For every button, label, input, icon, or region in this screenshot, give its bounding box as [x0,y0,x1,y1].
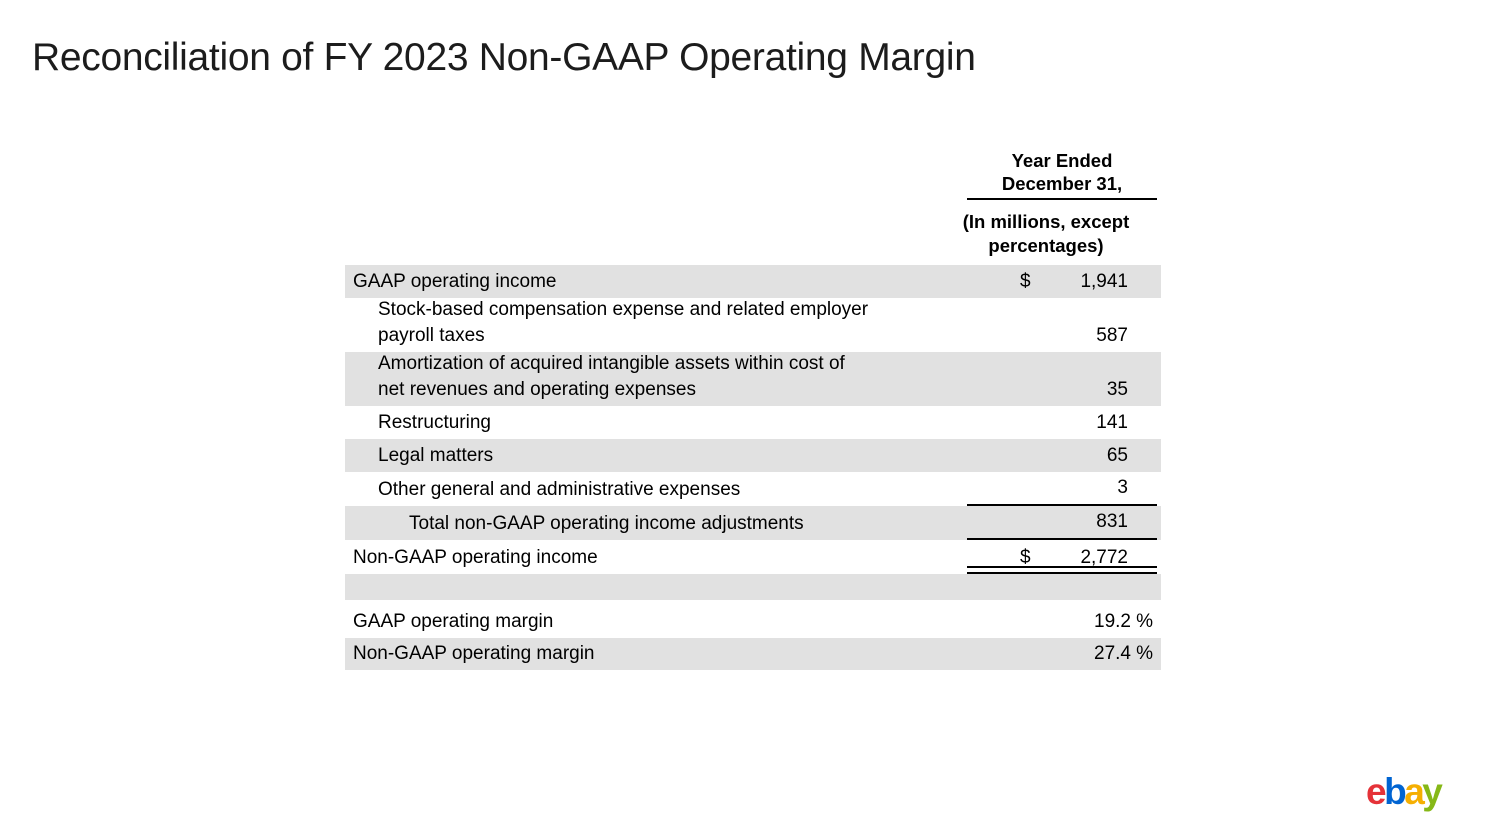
table-row: Other general and administrative expense… [345,472,1161,506]
row-label [345,574,967,600]
row-value: 587 [1096,325,1128,346]
table-row: Amortization of acquired intangible asse… [345,352,1161,406]
row-label: GAAP operating margin [353,611,554,632]
row-right-pad [1157,406,1161,439]
row-label: Non-GAAP operating margin [353,643,595,664]
row-right-pad [1157,540,1161,574]
row-value: 3 [1117,477,1128,498]
row-value: 19.2 [1094,611,1131,632]
row-right-pad [1157,265,1161,298]
period-column-header: Year Ended December 31, [967,149,1157,200]
row-value: 2,772 [1080,547,1128,568]
row-right-pad [1157,352,1161,406]
row-label: Total non-GAAP operating income adjustme… [409,513,804,534]
row-value-zone [967,574,1157,600]
percent-suffix: % [1136,611,1153,632]
row-value-zone: 19.2% [967,606,1157,638]
row-value: 27.4 [1094,643,1131,664]
row-right-pad [1157,574,1161,600]
row-value-zone: $2,772 [967,540,1157,574]
ebay-logo: ebay [1366,771,1443,812]
row-right-pad [1157,472,1161,506]
percent-suffix: % [1136,643,1153,664]
row-value-zone: 65 [967,439,1157,472]
row-value: 65 [1106,445,1128,466]
logo-letter: a [1404,771,1425,812]
row-right-pad [1157,506,1161,540]
table-row: GAAP operating margin 19.2% [345,606,1161,638]
row-right-pad [1157,638,1161,670]
row-value-zone: $1,941 [967,265,1157,298]
table-row: Non-GAAP operating margin 27.4% [345,638,1161,670]
table-spacer-row [345,574,1161,600]
row-value-zone: 831 [967,506,1157,540]
row-right-pad [1157,298,1161,352]
row-label: Restructuring [378,412,491,433]
logo-letter: y [1422,771,1443,812]
row-value: 141 [1096,412,1128,433]
table-row: Restructuring 141 [345,406,1161,439]
period-line-2: December 31, [1001,173,1123,194]
page-title: Reconciliation of FY 2023 Non-GAAP Opera… [32,36,976,79]
table-body: GAAP operating income $1,941 Stock-based c… [345,265,1161,670]
logo-letter: b [1384,771,1407,812]
row-label: GAAP operating income [353,271,557,292]
currency-symbol: $ [1020,271,1031,292]
currency-symbol: $ [1020,547,1031,568]
table-row: GAAP operating income $1,941 [345,265,1161,298]
table-row: Total non-GAAP operating income adjustme… [345,506,1161,540]
row-label: Amortization of acquired intangible asse… [378,353,845,400]
row-value: 35 [1106,379,1128,400]
row-value-zone: 141 [967,406,1157,439]
row-value: 831 [1096,511,1128,532]
row-label: Stock-based compensation expense and rel… [378,299,869,346]
table-row: Legal matters 65 [345,439,1161,472]
reconciliation-table: Year Ended December 31, (In millions, ex… [345,148,1161,670]
row-label: Legal matters [378,445,494,466]
period-line-1: Year Ended [1011,150,1113,171]
row-value-zone: 27.4% [967,638,1157,670]
row-label: Non-GAAP operating income [353,547,598,568]
row-value-zone: 587 [967,298,1157,352]
row-label: Other general and administrative expense… [378,479,741,500]
row-right-pad [1157,439,1161,472]
row-value: 1,941 [1080,271,1128,292]
row-value-zone: 35 [967,352,1157,406]
table-row: Non-GAAP operating income $2,772 [345,540,1161,574]
row-right-pad [1157,606,1161,638]
table-header: Year Ended December 31, (In millions, ex… [345,148,1161,265]
table-row: Stock-based compensation expense and rel… [345,298,1161,352]
units-note: (In millions, except percentages) [962,211,1130,256]
logo-letter: e [1366,771,1387,812]
row-value-zone: 3 [967,472,1157,506]
